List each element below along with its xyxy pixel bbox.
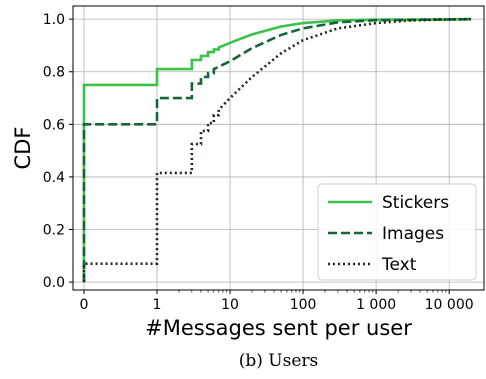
y-axis-label: CDF [11,127,35,170]
x-tick-label: 0 [79,297,88,313]
plot-frame [72,5,485,291]
series-line-images [82,17,472,283]
x-tick-label: 10 [221,297,239,313]
y-tick-label: 0.2 [43,223,65,239]
y-tick-label: 0.8 [43,65,65,81]
series-line-text [82,17,472,283]
x-axis-label: #Messages sent per user [145,316,412,340]
legend-label-stickers: Stickers [382,193,449,213]
series-line-stickers [82,17,472,283]
y-tick-label: 0.6 [43,117,65,133]
legend-label-images: Images [382,224,444,244]
ticks: 0 1 10 100 1 000 10 000 0.0 0.2 0.4 0.6 0.8 1.0 [43,12,474,313]
x-tick-label: 1 000 [356,297,396,313]
grid [73,6,484,290]
legend: Stickers Images Text [317,183,477,281]
y-tick-label: 0.0 [43,275,65,291]
y-tick-label: 0.4 [43,170,65,186]
y-tick-label: 1.0 [43,12,65,28]
x-tick-label: 100 [290,297,317,313]
series-lines [82,17,472,283]
x-tick-label: 10 000 [425,297,474,313]
legend-box [317,183,477,281]
legend-label-text: Text [381,255,417,275]
x-tick-label: 1 [153,297,162,313]
figure-caption: (b) Users [239,351,319,371]
